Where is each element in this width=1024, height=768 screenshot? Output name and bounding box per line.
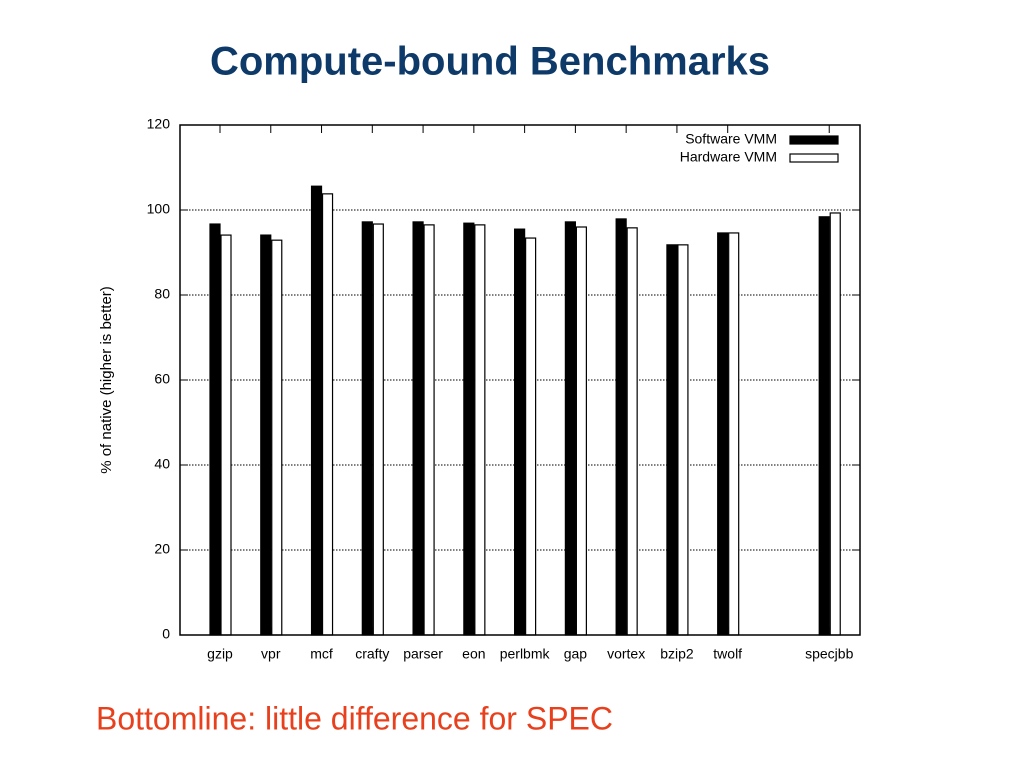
y-axis-label: % of native (higher is better) (98, 286, 115, 474)
y-tick-label: 40 (154, 456, 170, 472)
bar (829, 212, 841, 636)
bar (412, 221, 424, 636)
bar (717, 232, 729, 636)
bar (666, 244, 678, 636)
annotation: Bottomline: little difference for SPEC (96, 700, 613, 736)
bar (209, 223, 221, 636)
bar (564, 221, 576, 636)
plot-frame (179, 124, 861, 636)
bar (361, 221, 373, 636)
bar (514, 228, 526, 636)
bar (677, 244, 689, 636)
bar (271, 239, 283, 636)
x-tick-label: eon (462, 646, 485, 662)
bar (818, 216, 830, 636)
y-tick-label: 120 (147, 116, 171, 132)
legend-label: Software VMM (685, 131, 777, 147)
x-tick-label: perlbmk (500, 646, 551, 662)
slide-title: Compute-bound Benchmarks (210, 40, 770, 84)
x-tick-label: gap (564, 646, 588, 662)
y-tick-label: 20 (154, 541, 170, 557)
bar (463, 222, 475, 636)
bar (474, 224, 486, 636)
x-tick-label: bzip2 (660, 646, 694, 662)
bar (220, 234, 232, 636)
y-tick-label: 0 (162, 626, 170, 642)
bar (525, 237, 537, 636)
legend-swatch (789, 153, 839, 163)
bar (310, 185, 323, 636)
legend-label: Hardware VMM (680, 149, 777, 165)
x-tick-label: twolf (713, 646, 742, 662)
bar (260, 234, 272, 636)
y-tick-label: 80 (154, 286, 170, 302)
bar (626, 227, 638, 636)
x-tick-label: crafty (355, 646, 389, 662)
bar (728, 232, 740, 636)
bar (321, 193, 334, 636)
y-tick-label: 100 (147, 201, 171, 217)
x-tick-label: vpr (261, 646, 281, 662)
x-tick-label: specjbb (805, 646, 853, 662)
x-tick-label: parser (403, 646, 443, 662)
y-tick-label: 60 (154, 371, 170, 387)
legend-swatch (789, 135, 839, 145)
bar (423, 224, 435, 636)
x-tick-label: mcf (310, 646, 333, 662)
bar (372, 223, 384, 636)
bar (575, 226, 587, 636)
x-tick-label: vortex (607, 646, 645, 662)
x-tick-label: gzip (207, 646, 233, 662)
bar (615, 218, 627, 636)
